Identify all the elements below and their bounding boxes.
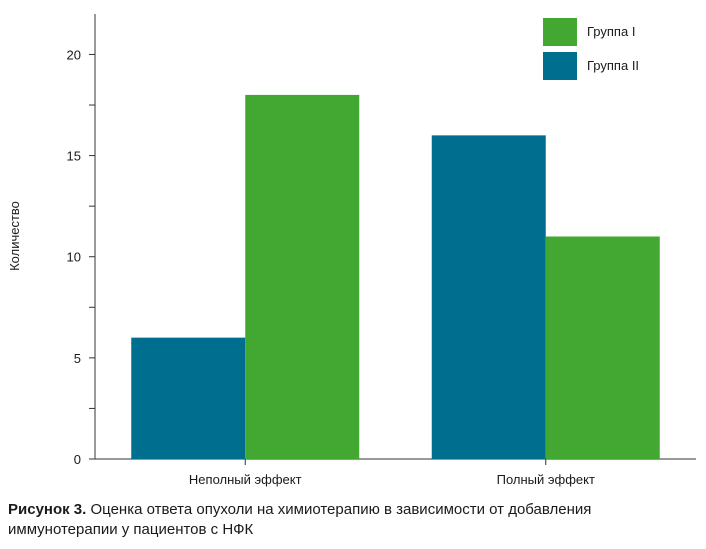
y-axis-label: Количество xyxy=(7,201,22,271)
y-axis: 0 5 10 15 20 xyxy=(67,14,96,467)
category-label: Полный эффект xyxy=(497,472,595,487)
bar-group-1-0 xyxy=(245,94,360,459)
x-axis xyxy=(89,458,696,465)
y-tick-label: 0 xyxy=(74,452,81,467)
bars xyxy=(131,94,660,459)
legend-label: Группа I xyxy=(587,24,635,39)
legend-swatch xyxy=(543,18,577,46)
legend: Группа I Группа II xyxy=(543,18,639,80)
figure-caption: Рисунок 3. Оценка ответа опухоли на хими… xyxy=(8,500,698,540)
caption-label: Рисунок 3. xyxy=(8,501,87,518)
bar-group-1-1 xyxy=(545,236,660,459)
bar-group-2-1 xyxy=(431,135,546,459)
caption-text: Оценка ответа опухоли на химиотерапию в … xyxy=(8,501,592,538)
bar-chart: 0 5 10 15 20 Неполный эффект Полный эффект Гр… xyxy=(7,14,696,487)
bar-group-2-0 xyxy=(131,337,246,459)
legend-label: Группа II xyxy=(587,58,639,73)
y-tick-label: 20 xyxy=(67,47,81,62)
y-tick-label: 5 xyxy=(74,351,81,366)
category-labels: Неполный эффект Полный эффект xyxy=(189,472,595,487)
y-tick-label: 10 xyxy=(67,250,81,265)
legend-swatch xyxy=(543,52,577,80)
category-label: Неполный эффект xyxy=(189,472,302,487)
y-tick-label: 15 xyxy=(67,149,81,164)
